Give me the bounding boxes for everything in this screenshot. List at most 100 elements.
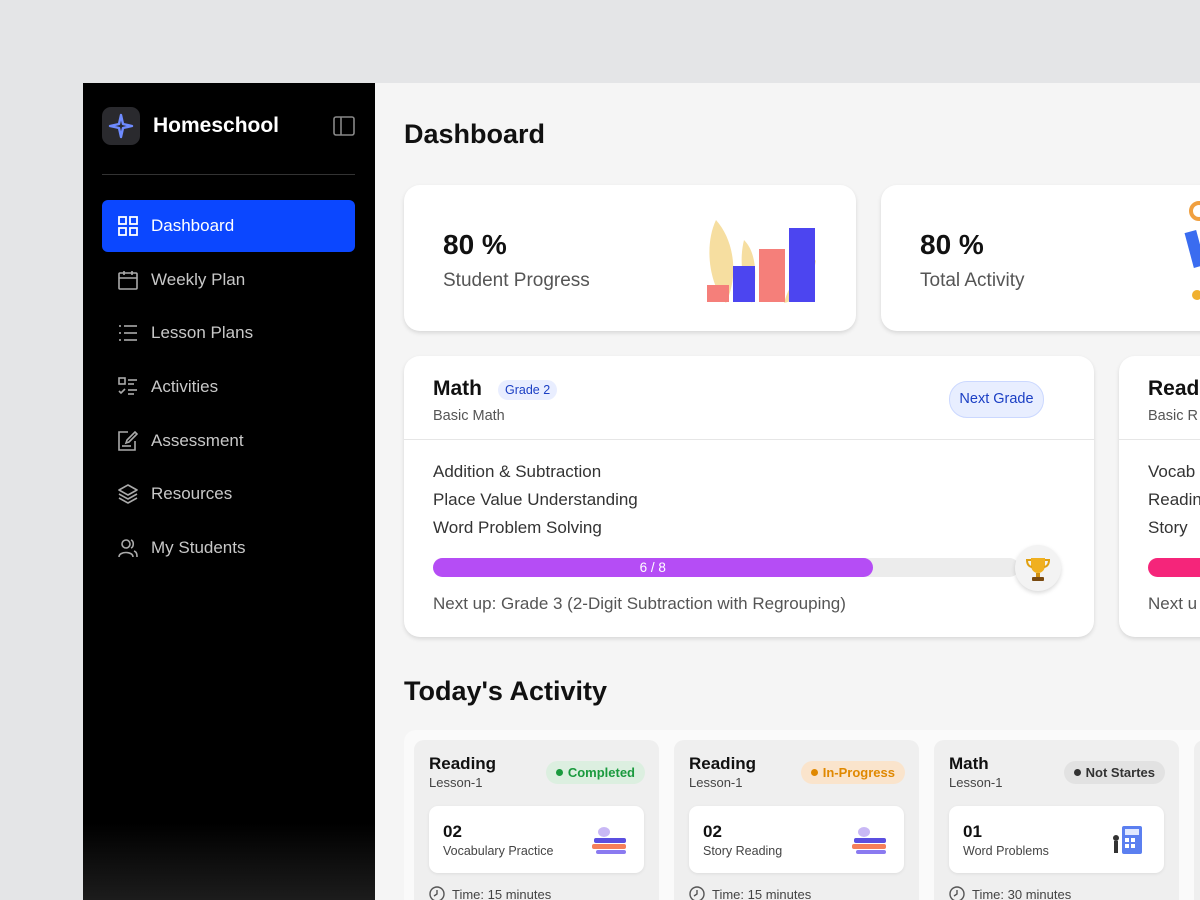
task-illustration — [590, 824, 630, 856]
books-icon — [592, 827, 626, 854]
chart-illustration — [707, 220, 816, 303]
nav-icon — [119, 325, 137, 341]
nav-icon — [118, 484, 138, 504]
next-up: Next up: Grade 3 (2-Digit Subtraction wi… — [433, 594, 846, 613]
status-text: Not Startes — [1085, 765, 1155, 780]
status-text: Completed — [567, 765, 635, 780]
grade-badge: Grade 2 — [498, 380, 558, 400]
activity-card[interactable]: Reading Lesson-1 Completed 02 Vocabulary Pra… — [414, 740, 659, 900]
nav-label: Resources — [151, 484, 233, 503]
status-badge: Completed — [545, 761, 645, 784]
nav-item[interactable]: Weekly Plan — [102, 254, 355, 306]
calculator-icon — [1113, 826, 1142, 854]
activity-lesson: Lesson-1 — [429, 775, 483, 790]
nav-icon — [118, 377, 137, 395]
collapse-button[interactable] — [333, 116, 355, 136]
nav-item[interactable]: Lesson Plans — [102, 307, 355, 359]
activity-card — [1194, 740, 1200, 900]
stat-card: 80 % Total Activity — [881, 185, 1200, 331]
time-text: Time: 30 minutes — [972, 887, 1072, 900]
topic: Place Value Understanding — [433, 490, 638, 509]
nav-item[interactable]: My Students — [102, 522, 355, 574]
status-dot — [555, 769, 563, 776]
topic: Story — [1148, 518, 1188, 537]
activity-list: Reading Lesson-1 Completed 02 Vocabulary Pra… — [404, 730, 1200, 900]
sidebar: Homeschool Dashboard Weekly Plan Lesson … — [83, 83, 375, 900]
trophy-badge — [1015, 545, 1061, 591]
time-text: Time: 15 minutes — [712, 887, 812, 900]
books-icon — [852, 827, 886, 854]
clock-icon — [689, 886, 705, 900]
task-illustration — [1110, 824, 1150, 856]
brand-name: Homeschool — [153, 114, 280, 137]
status-badge: Not Startes — [1063, 761, 1165, 784]
nav-item[interactable]: Assessment — [102, 415, 355, 467]
clock-icon — [429, 886, 445, 900]
activity-card[interactable]: Reading Lesson-1 In-Progress 02 Story Readin… — [674, 740, 919, 900]
stat-card: 80 % Student Progress — [404, 185, 856, 331]
activity-subject: Reading — [689, 754, 757, 773]
activity-card[interactable]: Math Lesson-1 Not Startes 01 Word Problems Ti… — [934, 740, 1179, 900]
activity-illustration — [1184, 201, 1200, 300]
subject-name: Math — [433, 377, 482, 400]
nav-label: My Students — [151, 538, 246, 557]
nav-label: Assessment — [151, 431, 244, 450]
stat-label: Student Progress — [443, 270, 590, 291]
activity-time: Time: 15 minutes — [429, 886, 551, 900]
section-title: Today's Activity — [404, 676, 607, 706]
divider — [102, 174, 355, 175]
subject-subtitle: Basic R — [1148, 408, 1198, 424]
task-box: 02 Vocabulary Practice — [429, 806, 644, 873]
activity-subject: Math — [949, 754, 989, 773]
stat-value: 80 % — [443, 229, 507, 260]
task-name: Story Reading — [703, 844, 783, 858]
divider — [404, 439, 1094, 440]
nav-icon — [118, 271, 138, 290]
status-text: In-Progress — [822, 765, 895, 780]
stat-value: 80 % — [920, 229, 984, 260]
subject-card: Read Basic R Vocab Readin Story Next u — [1119, 356, 1200, 637]
time-text: Time: 15 minutes — [452, 887, 552, 900]
status-dot — [810, 769, 818, 776]
subject-subtitle: Basic Math — [433, 408, 505, 424]
status-badge: In-Progress — [800, 761, 905, 784]
activity-subject: Reading — [429, 754, 497, 773]
next-grade-button[interactable]: Next Grade — [949, 381, 1044, 418]
task-count: 01 — [963, 822, 982, 841]
logo — [102, 107, 140, 145]
subject-card: Math Grade 2 Basic Math Next Grade Addit… — [404, 356, 1094, 637]
task-count: 02 — [703, 822, 722, 841]
task-box: 02 Story Reading — [689, 806, 904, 873]
activity-time: Time: 15 minutes — [689, 886, 811, 900]
nav-icon — [118, 539, 138, 558]
activity-lesson: Lesson-1 — [949, 775, 1003, 790]
topic: Vocab — [1148, 462, 1196, 481]
activity-lesson: Lesson-1 — [689, 775, 743, 790]
page-title: Dashboard — [404, 119, 546, 149]
task-count: 02 — [443, 822, 462, 841]
clock-icon — [949, 886, 965, 900]
subject-name: Read — [1148, 377, 1200, 400]
logo-icon — [108, 113, 134, 139]
app-window: Homeschool Dashboard Weekly Plan Lesson … — [83, 83, 1200, 900]
nav-item[interactable]: Resources — [102, 468, 355, 520]
task-name: Vocabulary Practice — [443, 844, 554, 858]
nav-item[interactable]: Dashboard — [102, 200, 355, 252]
nav-label: Lesson Plans — [151, 323, 254, 342]
task-box: 01 Word Problems — [949, 806, 1164, 873]
divider — [1119, 439, 1200, 440]
progress-track: 6 / 8 — [433, 558, 1019, 577]
nav-icon — [118, 431, 138, 451]
stat-label: Total Activity — [920, 270, 1025, 291]
trophy-icon — [1025, 558, 1051, 581]
task-name: Word Problems — [963, 844, 1049, 858]
nav-label: Weekly Plan — [151, 270, 246, 289]
nav-label: Activities — [151, 377, 219, 396]
activity-time: Time: 30 minutes — [949, 886, 1071, 900]
task-illustration — [850, 824, 890, 856]
progress-fill — [1148, 558, 1200, 577]
nav-icon — [118, 216, 138, 236]
nav-item[interactable]: Activities — [102, 361, 355, 413]
